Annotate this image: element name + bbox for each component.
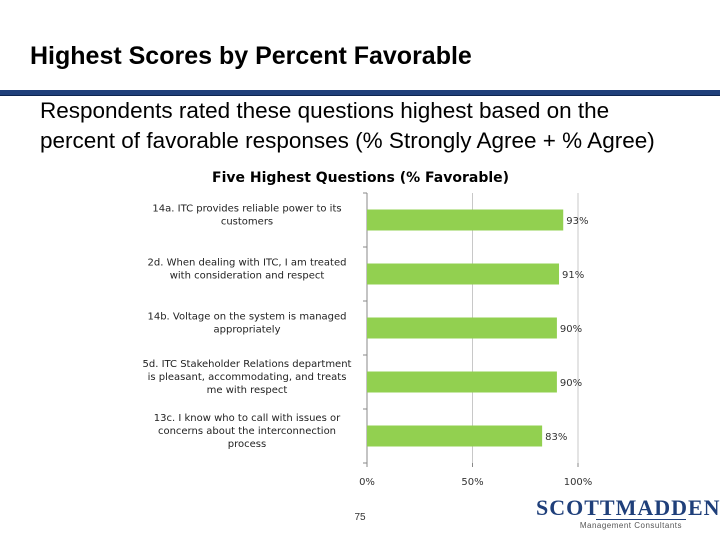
bar (367, 317, 557, 339)
category-label: process (228, 439, 266, 450)
bar (367, 425, 543, 447)
logo-divider (596, 519, 686, 520)
bar-value-label: 90% (560, 378, 582, 389)
category-label: 14a. ITC provides reliable power to its (152, 204, 341, 215)
category-label: 2d. When dealing with ITC, I am treated (148, 258, 347, 269)
title-rule-shadow (0, 95, 720, 96)
bar (367, 263, 560, 285)
bar (367, 209, 564, 231)
company-logo: SCOTTMADDEN Management Consultants (536, 495, 720, 531)
logo-tagline: Management Consultants (579, 521, 682, 530)
chart-title: Five Highest Questions (% Favorable) (212, 170, 510, 186)
x-tick-label: 50% (461, 477, 483, 488)
bar-value-label: 91% (562, 270, 584, 281)
category-label: me with respect (207, 385, 288, 396)
category-label: customers (221, 217, 273, 228)
slide-title: Highest Scores by Percent Favorable (30, 42, 472, 70)
bar-value-label: 93% (566, 216, 588, 227)
category-label: is pleasant, accommodating, and treats (148, 372, 347, 383)
title-rule (0, 90, 720, 95)
category-label: 14b. Voltage on the system is managed (147, 312, 346, 323)
bar-value-label: 90% (560, 324, 582, 335)
bar-value-label: 83% (545, 432, 567, 443)
x-tick-label: 100% (564, 477, 593, 488)
category-label: concerns about the interconnection (158, 426, 336, 437)
bar (367, 371, 557, 393)
category-label: appropriately (214, 325, 281, 336)
category-label: with consideration and respect (170, 271, 325, 282)
intro-text: Respondents rated these questions highes… (40, 98, 655, 153)
category-label: 13c. I know who to call with issues or (154, 413, 341, 424)
logo-wordmark: SCOTTMADDEN (536, 495, 720, 520)
x-tick-label: 0% (359, 477, 375, 488)
page-number: 75 (354, 512, 366, 523)
category-label: 5d. ITC Stakeholder Relations department (143, 359, 352, 370)
